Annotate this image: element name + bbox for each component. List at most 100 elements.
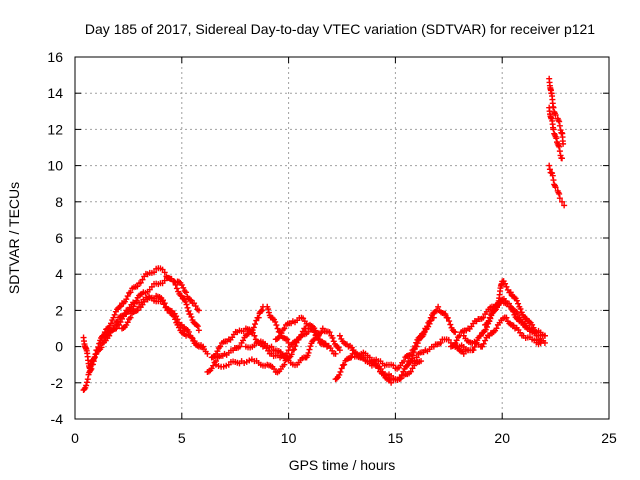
data-point — [506, 300, 513, 307]
data-point — [284, 336, 291, 343]
data-point — [315, 332, 322, 339]
data-point — [278, 330, 285, 337]
tick-layer: 0 5 10 15 20 25 -4 -2 0 2 4 6 8 10 12 14 16 — [47, 49, 617, 446]
data-point — [336, 332, 343, 339]
data-point — [188, 297, 195, 304]
data-point — [123, 296, 130, 303]
y-tick-label: 2 — [55, 302, 63, 318]
data-point — [210, 362, 217, 369]
data-point — [348, 354, 355, 361]
data-point — [541, 332, 548, 339]
data-point — [250, 324, 257, 331]
data-point — [106, 332, 113, 339]
y-tick-label: 8 — [55, 194, 63, 210]
data-point — [185, 328, 192, 335]
data-point — [499, 296, 506, 303]
y-tick-label: 6 — [55, 230, 63, 246]
data-point — [91, 353, 98, 360]
data-point — [561, 202, 568, 209]
data-point — [477, 332, 484, 339]
data-point — [265, 306, 272, 313]
data-point — [411, 343, 418, 350]
data-point — [252, 321, 259, 328]
y-tick-label: 14 — [47, 85, 63, 101]
data-point — [422, 326, 429, 333]
data-point — [279, 351, 286, 358]
data-point — [326, 329, 333, 336]
data-point — [151, 269, 158, 276]
data-point — [485, 317, 492, 324]
series-track-15 — [452, 278, 548, 357]
data-point — [217, 343, 224, 350]
data-point — [559, 155, 566, 162]
data-point — [407, 368, 414, 375]
data-point — [432, 308, 439, 315]
data-point — [452, 329, 459, 336]
data-point — [204, 350, 211, 357]
data-point — [390, 362, 397, 369]
data-point — [460, 350, 467, 357]
data-point — [268, 343, 275, 350]
data-point — [281, 325, 288, 332]
data-point — [117, 319, 124, 326]
data-point — [510, 308, 517, 315]
data-point — [488, 311, 495, 318]
data-point — [413, 354, 420, 361]
data-point — [310, 337, 317, 344]
data-point — [552, 184, 559, 191]
data-point — [511, 294, 518, 301]
data-point — [556, 143, 563, 150]
data-point — [336, 347, 343, 354]
data-point — [214, 348, 221, 355]
data-point — [265, 309, 272, 316]
data-point — [127, 289, 134, 296]
data-point — [124, 319, 131, 326]
series-track-3 — [97, 274, 202, 346]
data-point — [550, 126, 557, 133]
data-point — [341, 361, 348, 368]
data-point — [400, 368, 407, 375]
data-point — [447, 321, 454, 328]
data-point — [556, 118, 563, 125]
points-layer — [80, 75, 568, 394]
data-point — [192, 303, 199, 310]
data-point — [480, 340, 487, 347]
data-point — [194, 323, 201, 330]
data-point — [83, 382, 90, 389]
data-point — [502, 280, 509, 287]
data-point — [556, 122, 563, 129]
data-point — [101, 329, 108, 336]
data-point — [510, 322, 517, 329]
data-point — [416, 333, 423, 340]
data-point — [338, 365, 345, 372]
data-point — [187, 311, 194, 318]
data-point — [445, 336, 452, 343]
data-point — [413, 339, 420, 346]
data-point — [318, 329, 325, 336]
data-point — [480, 314, 487, 321]
data-point — [410, 346, 417, 353]
data-point — [546, 166, 553, 173]
data-point — [490, 307, 497, 314]
data-point — [360, 354, 367, 361]
y-tick-label: -4 — [51, 411, 64, 427]
data-point — [291, 346, 298, 353]
data-point — [427, 314, 434, 321]
data-point — [293, 339, 300, 346]
data-point — [281, 361, 288, 368]
data-point — [100, 332, 107, 339]
data-point — [236, 343, 243, 350]
data-point — [515, 300, 522, 307]
data-point — [173, 285, 180, 292]
series-track-20 — [546, 162, 568, 209]
data-point — [137, 279, 144, 286]
data-point — [111, 311, 118, 318]
series-track-2 — [80, 265, 202, 372]
data-point — [552, 111, 559, 118]
data-point — [530, 324, 537, 331]
data-point — [470, 347, 477, 354]
data-point — [418, 358, 425, 365]
y-tick-label: -2 — [51, 375, 64, 391]
x-tick-label: 0 — [71, 430, 79, 446]
